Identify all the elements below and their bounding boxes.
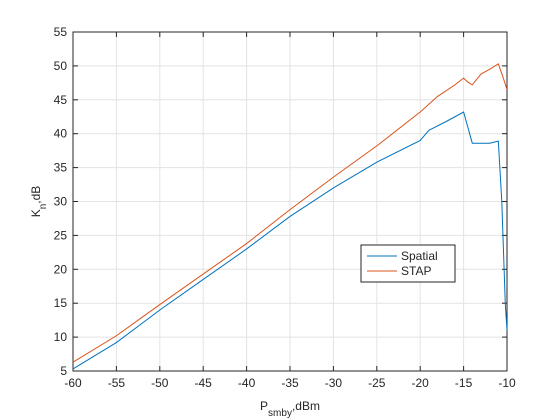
series-line (72, 63, 508, 363)
x-axis-label-part: ,dBm (292, 399, 320, 413)
x-tick-label: -20 (412, 376, 430, 390)
x-tick-label: -60 (64, 376, 82, 390)
y-tick-label: 50 (54, 59, 68, 73)
x-tick-label: -40 (238, 376, 256, 390)
x-axis-label-part: P (260, 399, 268, 413)
y-tick-label: 55 (54, 25, 68, 39)
y-tick-label: 15 (54, 296, 68, 310)
y-axis-label-part: K (29, 209, 43, 217)
y-tick-label: 40 (54, 127, 68, 141)
y-tick-label: 45 (54, 93, 68, 107)
legend-box (360, 244, 456, 283)
x-tick-label: -15 (455, 376, 473, 390)
y-axis-label-part: n (38, 204, 49, 210)
x-tick-label: -35 (281, 376, 299, 390)
x-axis-label: Psmby,dBm (260, 399, 320, 419)
series-line (72, 111, 508, 370)
y-tick-label: 30 (54, 195, 68, 209)
y-axis-label: Kn,dB (29, 186, 49, 218)
legend-label: Spatial (401, 249, 438, 263)
x-tick-label: -55 (108, 376, 126, 390)
x-tick-label: -10 (498, 376, 516, 390)
axes-box (72, 31, 508, 372)
y-tick-label: 35 (54, 161, 68, 175)
y-tick-label: 10 (54, 330, 68, 344)
x-axis-label-part: smby (268, 408, 292, 419)
y-tick-label: 5 (60, 364, 67, 378)
y-tick-label: 20 (54, 262, 68, 276)
legend-label: STAP (401, 264, 431, 278)
x-tick-label: -25 (368, 376, 386, 390)
x-tick-label: -50 (151, 376, 169, 390)
y-tick-label: 25 (54, 228, 68, 242)
x-tick-label: -45 (195, 376, 213, 390)
y-axis-label-part: ,dB (29, 186, 43, 204)
x-tick-label: -30 (325, 376, 343, 390)
